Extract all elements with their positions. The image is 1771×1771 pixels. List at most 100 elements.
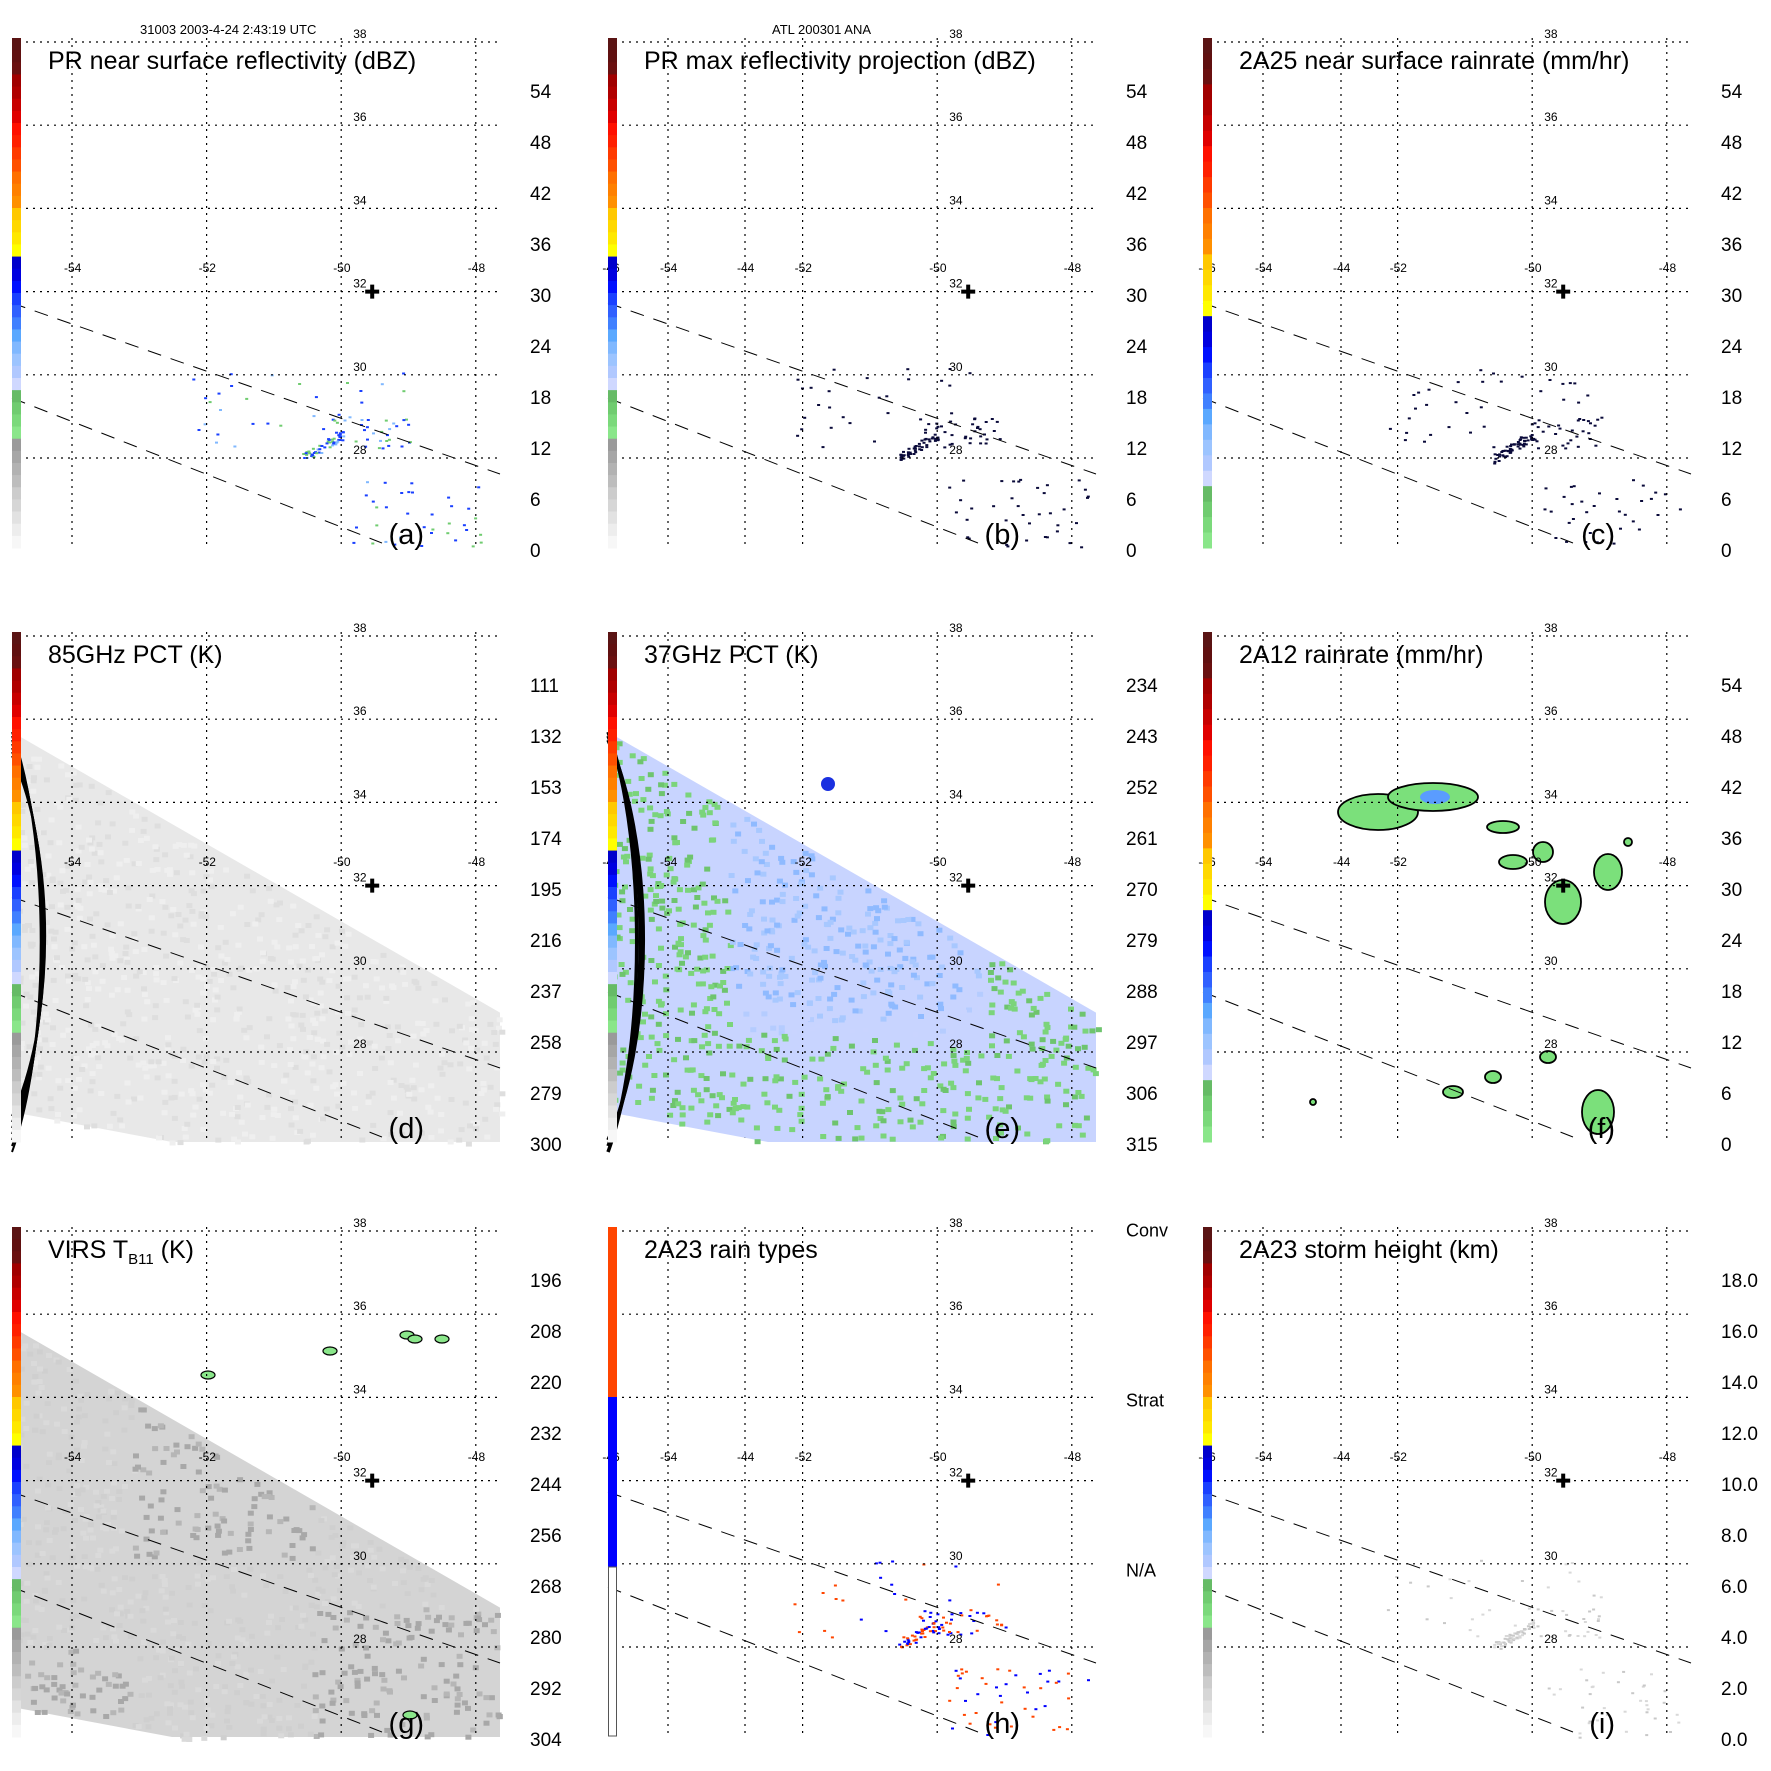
- swath-pixel: [394, 1614, 401, 1620]
- rain-pixel: [893, 1593, 897, 1595]
- colorbar-swatch: [1203, 347, 1212, 364]
- rain-pixel: [909, 453, 913, 455]
- swath-pixel: [401, 1675, 407, 1681]
- swath-pixel: [110, 1626, 116, 1632]
- rain-pixel: [971, 423, 975, 426]
- swath-pixel: [298, 1022, 305, 1028]
- swath-pixel: [127, 1613, 134, 1619]
- rain-echoes: [1388, 369, 1682, 545]
- swath-pixel: [496, 1017, 503, 1023]
- rain-pixel: [447, 496, 451, 499]
- rain-pixel: [1447, 426, 1451, 429]
- rain-pixel: [1518, 442, 1522, 445]
- swath-pixel: [215, 1653, 222, 1659]
- swath-pixel: [788, 955, 795, 961]
- lat-lon-grid: [608, 1227, 1342, 1737]
- colorbar-swatch: [12, 874, 21, 888]
- swath-pixel: [160, 1459, 167, 1465]
- swath-pixel: [83, 1535, 89, 1541]
- swath-pixel: [206, 978, 213, 984]
- colorbar-swatch: [1203, 941, 1212, 958]
- rain-pixel: [968, 1722, 972, 1725]
- swath-pixel: [309, 1505, 316, 1511]
- swath-pixel: [111, 1461, 118, 1467]
- colorbar-swatch: [608, 826, 617, 839]
- colorbar-swatch: [12, 777, 21, 791]
- swath-pixel: [638, 807, 645, 813]
- swath-pixel: [75, 1488, 82, 1494]
- swath-pixel: [909, 1124, 916, 1130]
- swath-pixel: [288, 959, 294, 965]
- rain-pixel: [1570, 429, 1574, 432]
- rain-pixel: [304, 452, 308, 455]
- rain-pixel: [383, 481, 387, 484]
- rain-pixel: [1016, 505, 1020, 508]
- swath-pixel: [433, 1618, 440, 1624]
- colorbar-swatch: [1203, 1615, 1212, 1629]
- swath-pixel: [927, 1041, 934, 1047]
- swath-pixel: [290, 903, 297, 909]
- rain-pixel: [384, 506, 388, 509]
- swath-pixel: [1003, 1038, 1010, 1044]
- swath-pixel: [373, 1700, 380, 1706]
- swath-pixel: [117, 958, 124, 964]
- colorbar-swatch: [608, 171, 617, 185]
- swath-pixel: [322, 934, 329, 940]
- rain-pixel: [338, 439, 342, 441]
- swath-pixel: [89, 933, 96, 939]
- colorbar-swatch: [608, 317, 617, 330]
- rain-pixel: [1517, 1631, 1521, 1634]
- swath-pixel: [866, 959, 873, 965]
- swath-pixel: [302, 994, 309, 1000]
- swath-pixel: [422, 1575, 429, 1581]
- swath-pixel: [690, 1087, 697, 1093]
- swath-pixel: [494, 1065, 501, 1071]
- swath-pixel: [37, 1064, 44, 1070]
- colorbar-swatch: [1203, 1591, 1212, 1604]
- rain-cell: [1593, 853, 1623, 891]
- rain-pixel: [337, 434, 341, 437]
- colorbar-swatch: [1203, 1506, 1212, 1519]
- swath-pixel: [358, 1022, 365, 1028]
- colorbar-tick-label: 24: [1721, 337, 1743, 358]
- latitude-tick-label: 34: [1544, 193, 1558, 207]
- colorbar-swatch: [1203, 863, 1212, 880]
- swath-pixel: [443, 1678, 450, 1684]
- swath-pixel: [398, 1083, 405, 1088]
- swath-pixel: [98, 1582, 105, 1588]
- rain-pixel: [1530, 436, 1534, 439]
- rain-pixel: [1031, 1715, 1035, 1718]
- swath-pixel: [254, 1481, 261, 1487]
- rain-pixel: [1412, 394, 1416, 396]
- rain-pixel: [823, 1629, 827, 1632]
- rain-pixel: [1550, 1636, 1554, 1638]
- swath-pixel: [46, 1636, 53, 1641]
- rain-pixel: [943, 431, 947, 434]
- swath-pixel: [117, 1604, 124, 1610]
- swath-pixel: [761, 930, 768, 936]
- rain-pixel: [809, 386, 813, 389]
- colorbar-tick-label: 0: [1721, 1135, 1732, 1156]
- pr-swath-edge-north: [1202, 302, 1692, 475]
- swath-pixel: [625, 778, 632, 784]
- colorbar-swatch: [12, 378, 21, 391]
- rain-pixel: [336, 440, 340, 443]
- swath-pixel: [149, 893, 156, 899]
- swath-pixel: [44, 1505, 51, 1511]
- swath-pixel: [93, 1040, 100, 1046]
- rain-pixel: [874, 1562, 878, 1565]
- rain-pixel: [1493, 462, 1497, 465]
- swath-pixel: [782, 882, 788, 888]
- swath-pixel: [858, 1135, 865, 1141]
- colorbar-swatch: [12, 1348, 21, 1362]
- swath-pixel: [427, 1109, 434, 1115]
- rain-pixel: [948, 443, 952, 446]
- swath-pixel: [881, 898, 888, 904]
- rain-pixel: [1522, 1628, 1526, 1630]
- swath-pixel: [237, 1477, 244, 1483]
- swath-pixel: [329, 944, 336, 950]
- swath-pixel: [614, 934, 621, 940]
- swath-pixel: [70, 1661, 77, 1667]
- swath-pixel: [733, 965, 740, 971]
- lat-lon-grid: [1203, 38, 1691, 548]
